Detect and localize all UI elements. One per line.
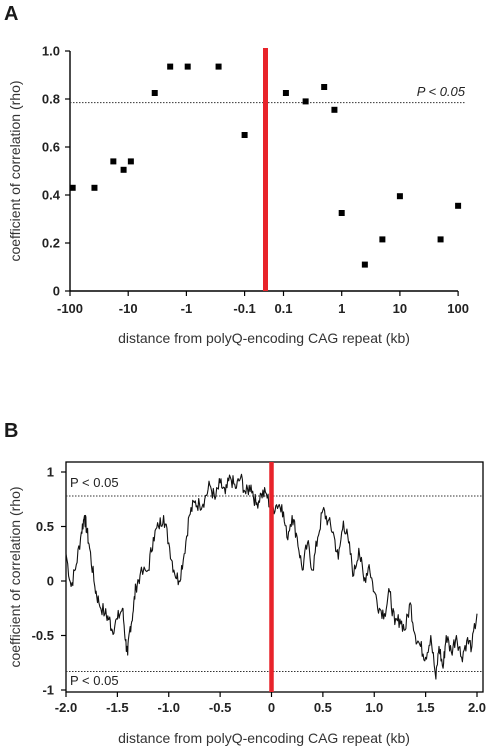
panel-a-x-tick-label: 10 <box>393 301 407 316</box>
panel-a-data-point <box>338 210 345 216</box>
panel-b-x-tick-label: 0.5 <box>314 700 332 715</box>
panel-b-y-tick-label: 0 <box>47 574 54 589</box>
panel-b-plot: -1 -0.5 0 0.5 1 -2.0 -1.5 -1.0 -0.5 0 0.5 1.0 1.5 2.0 <box>32 461 486 715</box>
panel-b: B -1 -0.5 0 0.5 1 -2.0 -1.5 -1.0 -0.5 0 0.5 1.0 1.5 2… <box>4 420 486 746</box>
panel-b-x-tick-label: 1.5 <box>417 700 435 715</box>
panel-a-y-tick-label: 0.4 <box>42 188 61 203</box>
panel-a-y-tick-label: 0.2 <box>42 236 60 251</box>
panel-a-x-tick-label: -10 <box>119 301 138 316</box>
panel-a-x-tick-label: 0.1 <box>274 301 292 316</box>
panel-a-x-tick-label: 100 <box>447 301 469 316</box>
panel-a-data-point <box>437 236 444 243</box>
panel-a-y-tick-label: 0.6 <box>42 140 60 155</box>
panel-a-y-tick-label: 1.0 <box>42 44 60 59</box>
panel-a-data-point <box>361 261 368 268</box>
panel-b-y-tick-label: -1 <box>42 683 54 698</box>
panel-a-data-point <box>396 193 403 200</box>
panel-b-x-tick-label: 0 <box>268 700 275 715</box>
panel-a-x-axis-label: distance from polyQ-encoding CAG repeat … <box>118 330 410 346</box>
panel-a-data-point <box>241 132 248 138</box>
panel-b-x-tick-label: -2.0 <box>55 700 77 715</box>
panel-a-data-point <box>120 166 127 173</box>
panel-a-data-point <box>151 90 158 96</box>
panel-a-data-point <box>167 63 174 70</box>
panel-a-data-point <box>184 63 191 70</box>
panel-a: A 0 0.2 0.4 0.6 0.8 1.0 -100 -10 -1 -0.1 0.1 1 10 100… <box>4 3 469 346</box>
panel-b-sig-label-lower: P < 0.05 <box>70 673 119 688</box>
panel-a-data-point <box>302 98 309 105</box>
panel-a-data-point <box>331 106 338 113</box>
panel-a-x-tick-label: -0.1 <box>233 301 255 316</box>
panel-a-data-point <box>110 158 117 165</box>
panel-a-plot: 0 0.2 0.4 0.6 0.8 1.0 -100 -10 -1 -0.1 0.1 1 10 100 <box>42 44 469 317</box>
panel-b-x-tick-label: -1.0 <box>158 700 180 715</box>
panel-b-letter: B <box>4 420 18 442</box>
panel-b-x-axis-label: distance from polyQ-encoding CAG repeat … <box>118 730 410 746</box>
panel-a-data-point <box>215 63 222 70</box>
panel-a-y-axis-label: coefficient of correlation (rho) <box>7 80 23 261</box>
panel-b-x-tick-label: -1.5 <box>106 700 128 715</box>
panel-b-frame <box>65 461 484 693</box>
panel-b-sig-label-upper: P < 0.05 <box>70 475 119 490</box>
panel-a-letter: A <box>4 3 18 25</box>
panel-a-x-tick-label: -100 <box>57 301 83 316</box>
panel-b-x-tick-label: 1.0 <box>365 700 383 715</box>
panel-a-y-tick-label: 0 <box>53 284 60 299</box>
panel-a-data-point <box>379 236 386 243</box>
panel-b-y-axis-label: coefficient of correlation (rho) <box>7 486 23 667</box>
panel-b-y-tick-label: -0.5 <box>32 628 54 643</box>
panel-a-y-tick-label: 0.8 <box>42 92 60 107</box>
panel-b-x-tick-label: -0.5 <box>209 700 231 715</box>
panel-a-x-tick-label: 1 <box>338 301 345 316</box>
panel-a-data-point <box>455 202 462 209</box>
panel-b-series-line <box>65 473 478 680</box>
panel-a-data-point <box>69 184 76 191</box>
panel-a-data-point <box>91 184 98 191</box>
panel-a-x-tick-label: -1 <box>181 301 193 316</box>
panel-a-sig-label: P < 0.05 <box>417 84 466 99</box>
panel-b-y-tick-label: 1 <box>47 465 54 480</box>
panel-b-x-tick-label: 2.0 <box>468 700 486 715</box>
panel-a-data-point <box>321 84 328 90</box>
panel-a-data-point <box>282 90 289 96</box>
panel-b-y-tick-label: 0.5 <box>36 519 54 534</box>
panel-a-data-point <box>127 158 134 165</box>
